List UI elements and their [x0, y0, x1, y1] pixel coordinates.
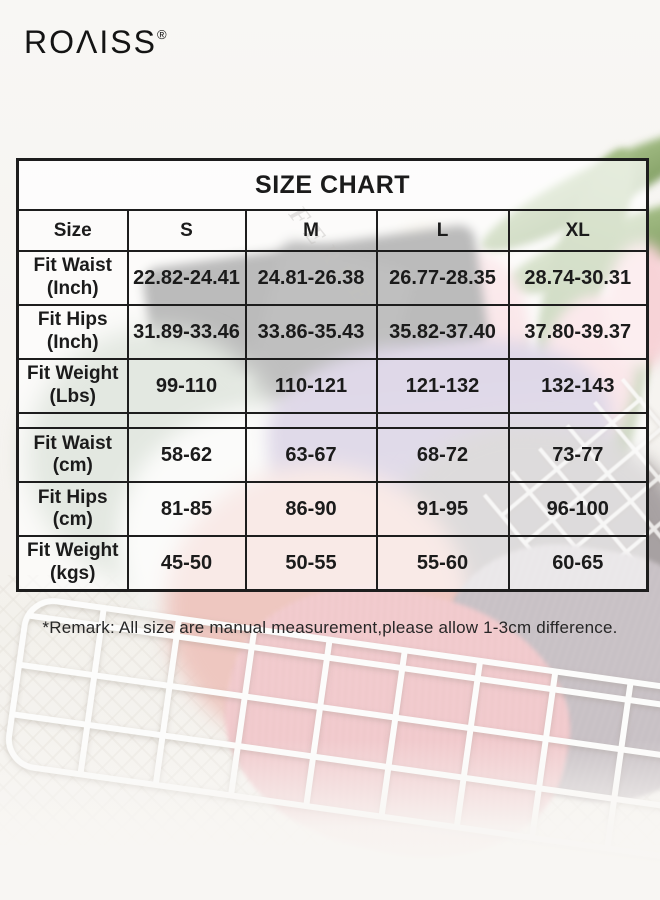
col-header-l: L [375, 209, 510, 253]
cell-value: 121-132 [375, 358, 510, 415]
cell-value: 45-50 [126, 535, 247, 592]
cell-value: 60-65 [507, 535, 649, 592]
cell-value: 28.74-30.31 [507, 250, 649, 307]
cell-value: 86-90 [244, 481, 378, 538]
cell-value: 99-110 [126, 358, 247, 415]
cell-value: 33.86-35.43 [244, 304, 378, 361]
cell-value: 26.77-28.35 [375, 250, 510, 307]
cell-value: 91-95 [375, 481, 510, 538]
table-row: Fit Hips (cm) 81-85 86-90 91-95 96-100 [16, 481, 649, 538]
table-row: Fit Hips (Inch) 31.89-33.46 33.86-35.43 3… [16, 304, 649, 361]
row-label: Fit Hips (cm) [16, 481, 129, 538]
cell-value: 31.89-33.46 [126, 304, 247, 361]
registered-trademark-symbol: ® [156, 27, 167, 42]
table-row: Fit Waist (Inch) 22.82-24.41 24.81-26.38 … [16, 250, 649, 307]
cell-value: 55-60 [375, 535, 510, 592]
cell-value: 81-85 [126, 481, 247, 538]
row-label: Fit Waist (Inch) [16, 250, 129, 307]
cell-value: 73-77 [507, 427, 649, 484]
cell-value: 35.82-37.40 [375, 304, 510, 361]
table-row: Fit Waist (cm) 58-62 63-67 68-72 73-77 [16, 427, 649, 484]
row-label: Fit Weight (Lbs) [16, 358, 129, 415]
cell-value: 37.80-39.37 [507, 304, 649, 361]
cell-value: 50-55 [244, 535, 378, 592]
cell-value: 58-62 [126, 427, 247, 484]
cell-value: 96-100 [507, 481, 649, 538]
row-label: Fit Weight (kgs) [16, 535, 129, 592]
table-row: Fit Weight (Lbs) 99-110 110-121 121-132 1… [16, 358, 649, 415]
brand-name: ROΛISS [24, 24, 157, 60]
cell-value: 110-121 [244, 358, 378, 415]
row-label: Fit Waist (cm) [16, 427, 129, 484]
table-header-row: Size S M L XL [16, 209, 649, 253]
col-header-s: S [126, 209, 247, 253]
bottom-fade [0, 740, 660, 900]
col-header-size: Size [16, 209, 129, 253]
brand-logo: ROΛISS® [24, 24, 167, 61]
col-header-xl: XL [507, 209, 649, 253]
cell-value: 24.81-26.38 [244, 250, 378, 307]
table-title-row: SIZE CHART [16, 158, 649, 212]
cell-value: 132-143 [507, 358, 649, 415]
measurement-remark: *Remark: All size are manual measurement… [42, 618, 618, 637]
cell-value: 22.82-24.41 [126, 250, 247, 307]
cell-value: 63-67 [244, 427, 378, 484]
table-title: SIZE CHART [16, 158, 649, 212]
cell-value: 68-72 [375, 427, 510, 484]
table-separator-row [16, 412, 649, 430]
table-row: Fit Weight (kgs) 45-50 50-55 55-60 60-65 [16, 535, 649, 592]
row-label: Fit Hips (Inch) [16, 304, 129, 361]
size-chart-table: SIZE CHART Size S M L XL Fit Waist (Inch)… [16, 158, 650, 592]
col-header-m: M [244, 209, 378, 253]
